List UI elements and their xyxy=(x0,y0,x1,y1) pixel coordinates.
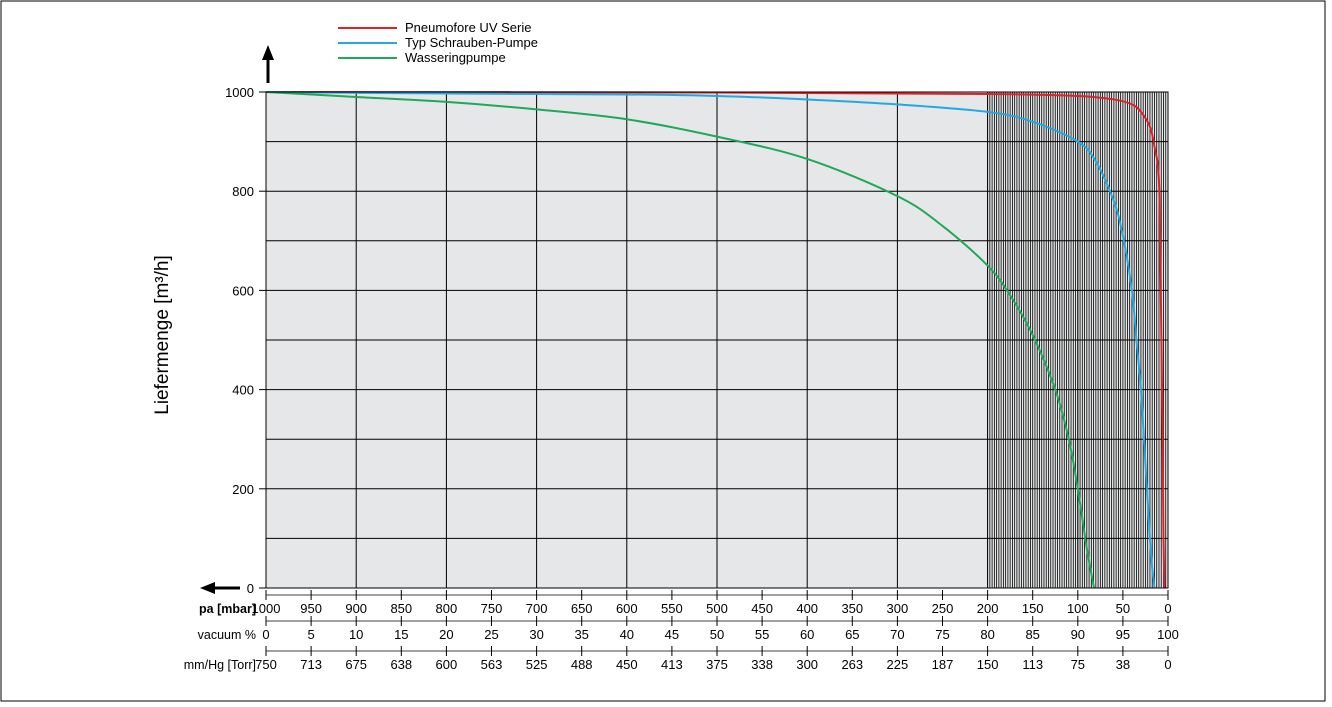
x-tick-label: 350 xyxy=(841,601,863,616)
x-tick-label: 950 xyxy=(300,601,322,616)
x-tick-label: 300 xyxy=(796,657,818,672)
y-tick-label: 1000 xyxy=(225,85,254,100)
x-arrow-icon xyxy=(200,582,240,594)
x-tick-label: 675 xyxy=(345,657,367,672)
x-axis-label: vacuum % xyxy=(198,628,256,642)
series-line-2 xyxy=(265,91,1156,589)
x-tick-label: 200 xyxy=(977,601,999,616)
x-tick-label: 225 xyxy=(887,657,909,672)
x-tick-label: 713 xyxy=(300,657,322,672)
x-tick-label: 25 xyxy=(484,627,498,642)
legend-label: Typ Schrauben-Pumpe xyxy=(405,35,538,50)
x-tick-label: 525 xyxy=(526,657,548,672)
x-tick-label: 100 xyxy=(1067,601,1089,616)
x-tick-label: 150 xyxy=(977,657,999,672)
y-tick-label: 400 xyxy=(232,383,254,398)
x-tick-label: 413 xyxy=(661,657,683,672)
x-tick-label: 0 xyxy=(1164,601,1171,616)
plot-border xyxy=(265,91,1169,589)
x-tick-label: 263 xyxy=(841,657,863,672)
x-tick-label: 338 xyxy=(751,657,773,672)
legend-label: Pneumofore UV Serie xyxy=(405,20,531,35)
x-tick-label: 750 xyxy=(481,601,503,616)
x-tick-label: 550 xyxy=(661,601,683,616)
x-tick-label: 35 xyxy=(574,627,588,642)
x-tick-label: 450 xyxy=(751,601,773,616)
x-tick-label: 700 xyxy=(526,601,548,616)
x-tick-label: 113 xyxy=(1022,657,1043,672)
x-tick-label: 100 xyxy=(1157,627,1179,642)
x-tick-label: 375 xyxy=(706,657,728,672)
x-tick-label: 45 xyxy=(665,627,679,642)
series-line-3 xyxy=(265,91,1096,589)
x-tick-label: 85 xyxy=(1025,627,1039,642)
x-tick-label: 20 xyxy=(439,627,453,642)
x-tick-label: 500 xyxy=(706,601,728,616)
x-tick-label: 850 xyxy=(390,601,412,616)
x-tick-label: 150 xyxy=(1022,601,1044,616)
x-tick-label: 600 xyxy=(616,601,638,616)
x-tick-label: 60 xyxy=(800,627,814,642)
y-tick-label: 800 xyxy=(232,184,254,199)
x-tick-label: 15 xyxy=(394,627,408,642)
x-tick-label: 50 xyxy=(1116,601,1130,616)
x-tick-label: 50 xyxy=(710,627,724,642)
x-tick-label: 650 xyxy=(571,601,593,616)
x-tick-label: 75 xyxy=(1071,657,1085,672)
x-tick-label: 10 xyxy=(349,627,363,642)
y-tick-label: 200 xyxy=(232,482,254,497)
x-tick-label: 38 xyxy=(1116,657,1130,672)
x-tick-label: 750 xyxy=(255,657,277,672)
y-axis-label: Liefermenge [m³/h] xyxy=(152,255,173,414)
series-layer xyxy=(265,91,1166,589)
x-tick-label: 1000 xyxy=(252,601,281,616)
x-tick-label: 70 xyxy=(890,627,904,642)
x-tick-label: 0 xyxy=(1164,657,1171,672)
x-tick-label: 40 xyxy=(620,627,634,642)
y-axis: 0 200 400 600 800 1000 xyxy=(225,85,266,596)
x-tick-label: 5 xyxy=(307,627,314,642)
x-axes: pa [mbar]1000 950 900 850 800 750 700 650 600 550… xyxy=(184,590,1179,672)
x-tick-label: 0 xyxy=(262,627,269,642)
y-tick-label: 0 xyxy=(247,581,254,596)
x-tick-label: 400 xyxy=(796,601,818,616)
x-tick-label: 563 xyxy=(481,657,503,672)
legend-label: Wasseringpumpe xyxy=(405,50,506,65)
x-tick-label: 900 xyxy=(345,601,367,616)
x-tick-label: 250 xyxy=(932,601,954,616)
x-tick-label: 300 xyxy=(887,601,909,616)
x-tick-label: 600 xyxy=(436,657,458,672)
x-tick-label: 75 xyxy=(935,627,949,642)
x-tick-label: 450 xyxy=(616,657,638,672)
x-tick-label: 90 xyxy=(1071,627,1085,642)
x-tick-label: 488 xyxy=(571,657,593,672)
x-tick-label: 80 xyxy=(980,627,994,642)
x-tick-label: 55 xyxy=(755,627,769,642)
x-axis-label: mm/Hg [Torr] xyxy=(184,658,256,672)
x-axis-label: pa [mbar] xyxy=(199,602,256,616)
x-tick-label: 800 xyxy=(436,601,458,616)
x-tick-label: 65 xyxy=(845,627,859,642)
x-tick-label: 187 xyxy=(932,657,954,672)
series-line-1 xyxy=(265,91,1166,589)
x-tick-label: 638 xyxy=(390,657,412,672)
y-tick-label: 600 xyxy=(232,283,254,298)
x-tick-label: 95 xyxy=(1116,627,1130,642)
x-tick-label: 30 xyxy=(529,627,543,642)
y-arrow-icon xyxy=(262,45,274,83)
